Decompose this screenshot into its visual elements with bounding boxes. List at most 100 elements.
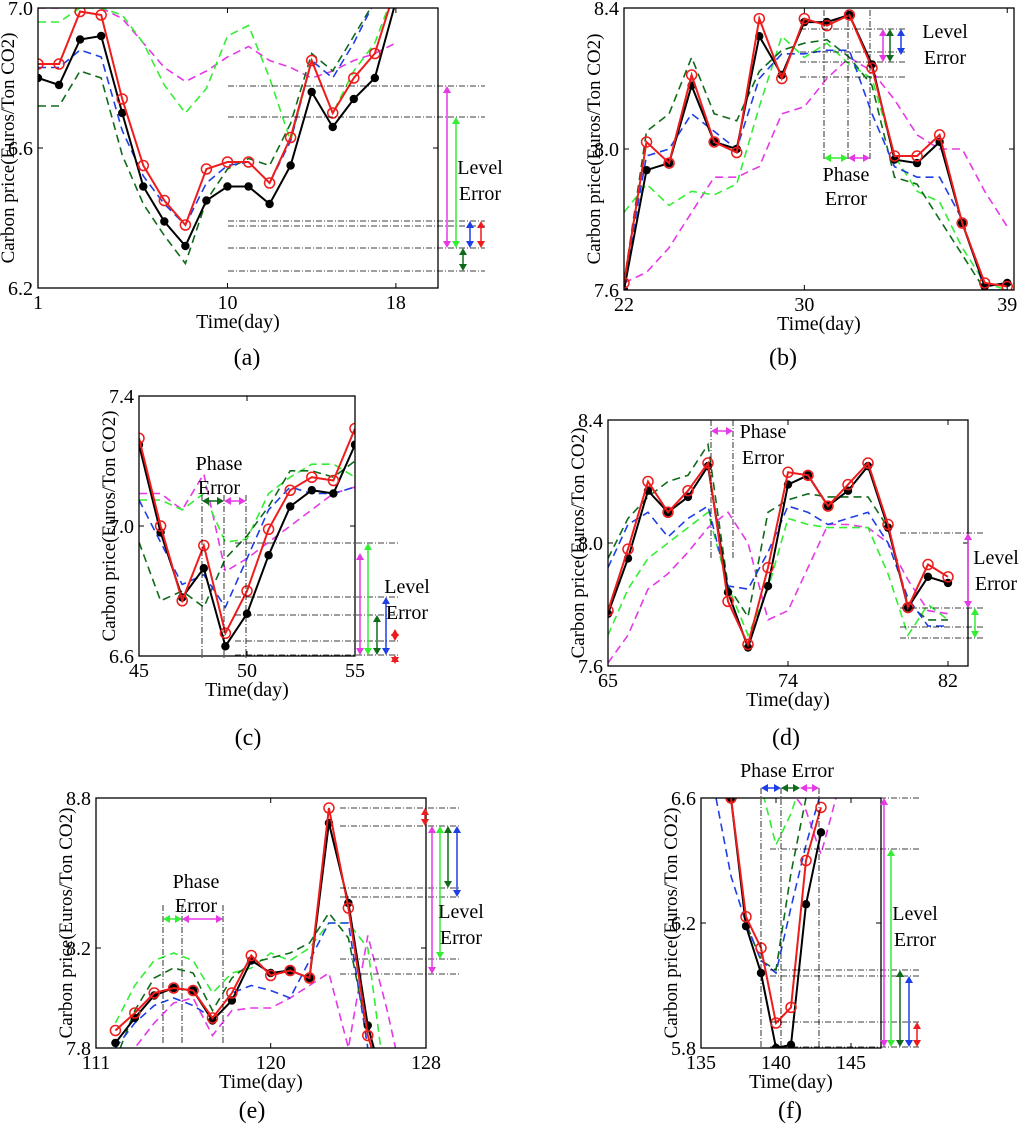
level-error-label: Error <box>386 602 429 624</box>
point-actual <box>286 502 295 511</box>
point-proposed <box>722 595 734 608</box>
point-actual <box>286 161 295 170</box>
level-error-label: Level <box>384 576 430 598</box>
x-tick-label: 30 <box>794 294 814 316</box>
point-proposed <box>382 1093 392 1103</box>
point-proposed <box>708 136 720 148</box>
point-proposed <box>116 93 128 105</box>
point-proposed <box>902 601 914 614</box>
point-proposed <box>798 12 811 25</box>
y-axis-label: Carbon price(Euros/Ton CO2) <box>0 33 19 264</box>
point-actual <box>264 551 273 560</box>
point-actual <box>801 900 811 909</box>
point-proposed <box>815 801 827 814</box>
arrow-head <box>824 154 831 162</box>
arrow-head <box>971 608 979 615</box>
arrow-head <box>182 915 189 923</box>
point-proposed <box>242 156 255 168</box>
y-axis-label: Carbon price(Euros/Ton CO2) <box>56 808 77 1039</box>
point-proposed <box>369 47 381 60</box>
series-model-blue <box>38 8 373 227</box>
point-proposed <box>349 422 355 435</box>
point-proposed <box>402 1093 412 1103</box>
x-tick-label: 111 <box>82 1052 111 1074</box>
point-actual <box>54 80 64 90</box>
point-actual <box>402 1094 410 1102</box>
point-proposed <box>702 457 714 469</box>
arrow-head <box>886 55 894 62</box>
point-proposed <box>245 949 258 962</box>
point-actual <box>349 94 358 104</box>
arrow-head <box>897 48 905 55</box>
x-tick-label: 50 <box>237 660 257 682</box>
level-error-label: Error <box>924 47 967 69</box>
point-proposed <box>933 129 946 141</box>
point-proposed <box>206 1012 219 1024</box>
x-tick-label: 140 <box>761 1052 791 1074</box>
point-actual <box>763 581 773 591</box>
point-proposed <box>753 12 766 25</box>
arrow-head <box>364 648 372 655</box>
panel-label: (d) <box>772 725 800 751</box>
y-tick-label: 6.6 <box>8 138 33 160</box>
panel-c: 45 50 55 6.6 7.0 7.4 Time(day) Carbon price(Eur… <box>99 386 430 751</box>
point-actual <box>392 0 400 5</box>
point-actual <box>199 564 208 573</box>
y-tick-label: 8.8 <box>66 788 91 810</box>
point-actual <box>227 996 237 1005</box>
series-model-green <box>608 510 949 638</box>
x-axis-label: Time(day) <box>749 1071 833 1093</box>
arrow-head <box>466 241 474 248</box>
x-tick-label: 45 <box>129 660 149 682</box>
panel-label: (c) <box>235 725 262 751</box>
point-proposed <box>685 69 698 81</box>
y-tick-label: 7.0 <box>109 516 134 538</box>
point-proposed <box>179 219 192 231</box>
series-model-magenta <box>133 935 397 1048</box>
x-tick-label: 10 <box>217 292 237 314</box>
arrow-head <box>761 784 768 792</box>
series-group <box>715 798 837 1048</box>
point-actual <box>741 921 751 931</box>
arrow-head <box>373 648 381 655</box>
arrow-head <box>452 241 460 248</box>
point-proposed <box>284 484 296 496</box>
series-proposed <box>114 807 373 1048</box>
series-proposed <box>38 8 391 227</box>
phase-error-label: Phase <box>823 164 870 186</box>
point-actual <box>96 31 106 41</box>
point-proposed <box>148 987 160 999</box>
point-proposed <box>154 520 167 532</box>
arrow-head <box>879 29 887 36</box>
y-tick-label: 8.0 <box>594 139 619 161</box>
point-proposed <box>263 177 276 189</box>
point-proposed <box>942 571 954 583</box>
arrow-head <box>163 915 170 923</box>
level-error-label: Error <box>894 929 937 951</box>
phase-error-label: Phase <box>196 453 243 475</box>
arrow-head <box>175 915 182 923</box>
point-proposed <box>326 107 339 119</box>
arrow-head <box>436 826 444 833</box>
y-tick-label: 7.6 <box>578 656 603 678</box>
series-model-green <box>38 8 389 144</box>
phase-error-label: Error <box>175 895 218 917</box>
point-actual <box>350 440 355 449</box>
arrow-head <box>896 1040 904 1047</box>
point-proposed <box>762 561 774 574</box>
series-model-green <box>139 463 355 544</box>
point-actual <box>329 489 338 498</box>
point-proposed <box>348 72 360 84</box>
y-axis-label: Carbon price(Euros/Ton CO2) <box>584 34 605 265</box>
series-actual <box>608 463 949 651</box>
arrow-head <box>391 634 399 641</box>
level-error-label: Level <box>973 547 1019 569</box>
point-proposed <box>284 131 297 144</box>
point-proposed <box>911 150 923 162</box>
point-proposed <box>158 194 171 207</box>
point-actual <box>160 217 169 226</box>
point-proposed <box>95 9 107 21</box>
series-proposed <box>730 798 822 1026</box>
arrow-head <box>391 657 399 664</box>
